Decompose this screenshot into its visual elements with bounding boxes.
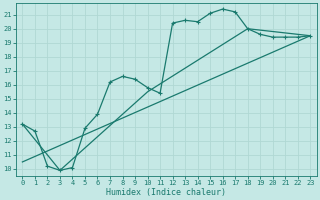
X-axis label: Humidex (Indice chaleur): Humidex (Indice chaleur) <box>106 188 226 197</box>
